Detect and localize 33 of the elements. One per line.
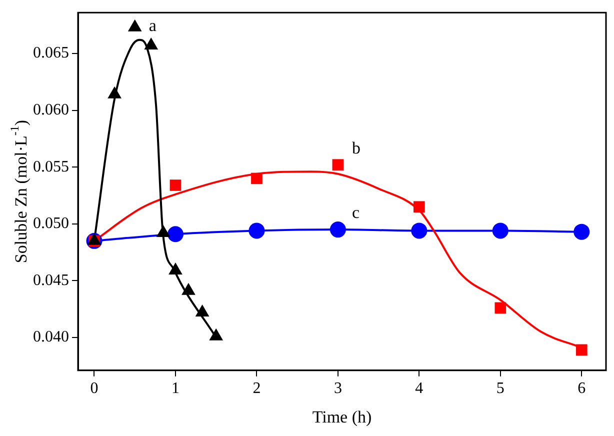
x-tick-label: 6	[578, 380, 586, 398]
y-tick-label: 0.050	[33, 215, 69, 232]
y-tick-label: 0.055	[33, 158, 69, 176]
y-axis-title: Soluble Zn (mol·L-1)	[7, 120, 30, 264]
series-label: a	[148, 16, 157, 36]
point	[248, 222, 265, 239]
point	[108, 86, 122, 98]
point	[170, 180, 182, 191]
point	[167, 226, 184, 242]
x-tick-label: 4	[415, 380, 424, 398]
point	[128, 19, 142, 32]
point	[576, 344, 588, 356]
x-tick-label: 1	[171, 380, 180, 398]
point	[144, 38, 158, 50]
y-tick-label: 0.065	[33, 44, 69, 62]
point	[330, 222, 346, 238]
series-label: c	[352, 203, 360, 222]
point	[494, 302, 506, 314]
point	[492, 222, 508, 239]
x-tick-label: 5	[496, 380, 504, 398]
x-tick-label: 3	[334, 380, 342, 398]
point	[332, 159, 344, 170]
series-label: b	[352, 138, 360, 158]
point	[251, 172, 262, 184]
x-axis-title: Time (h)	[312, 407, 372, 426]
point	[414, 201, 425, 212]
y-tick-label: 0.045	[33, 272, 69, 289]
x-tick-label: 0	[90, 380, 98, 398]
y-tick-label: 0.060	[33, 101, 69, 118]
point	[574, 224, 590, 240]
y-tick-label: 0.040	[33, 328, 69, 346]
x-tick-label: 2	[252, 380, 261, 398]
point	[411, 222, 428, 239]
